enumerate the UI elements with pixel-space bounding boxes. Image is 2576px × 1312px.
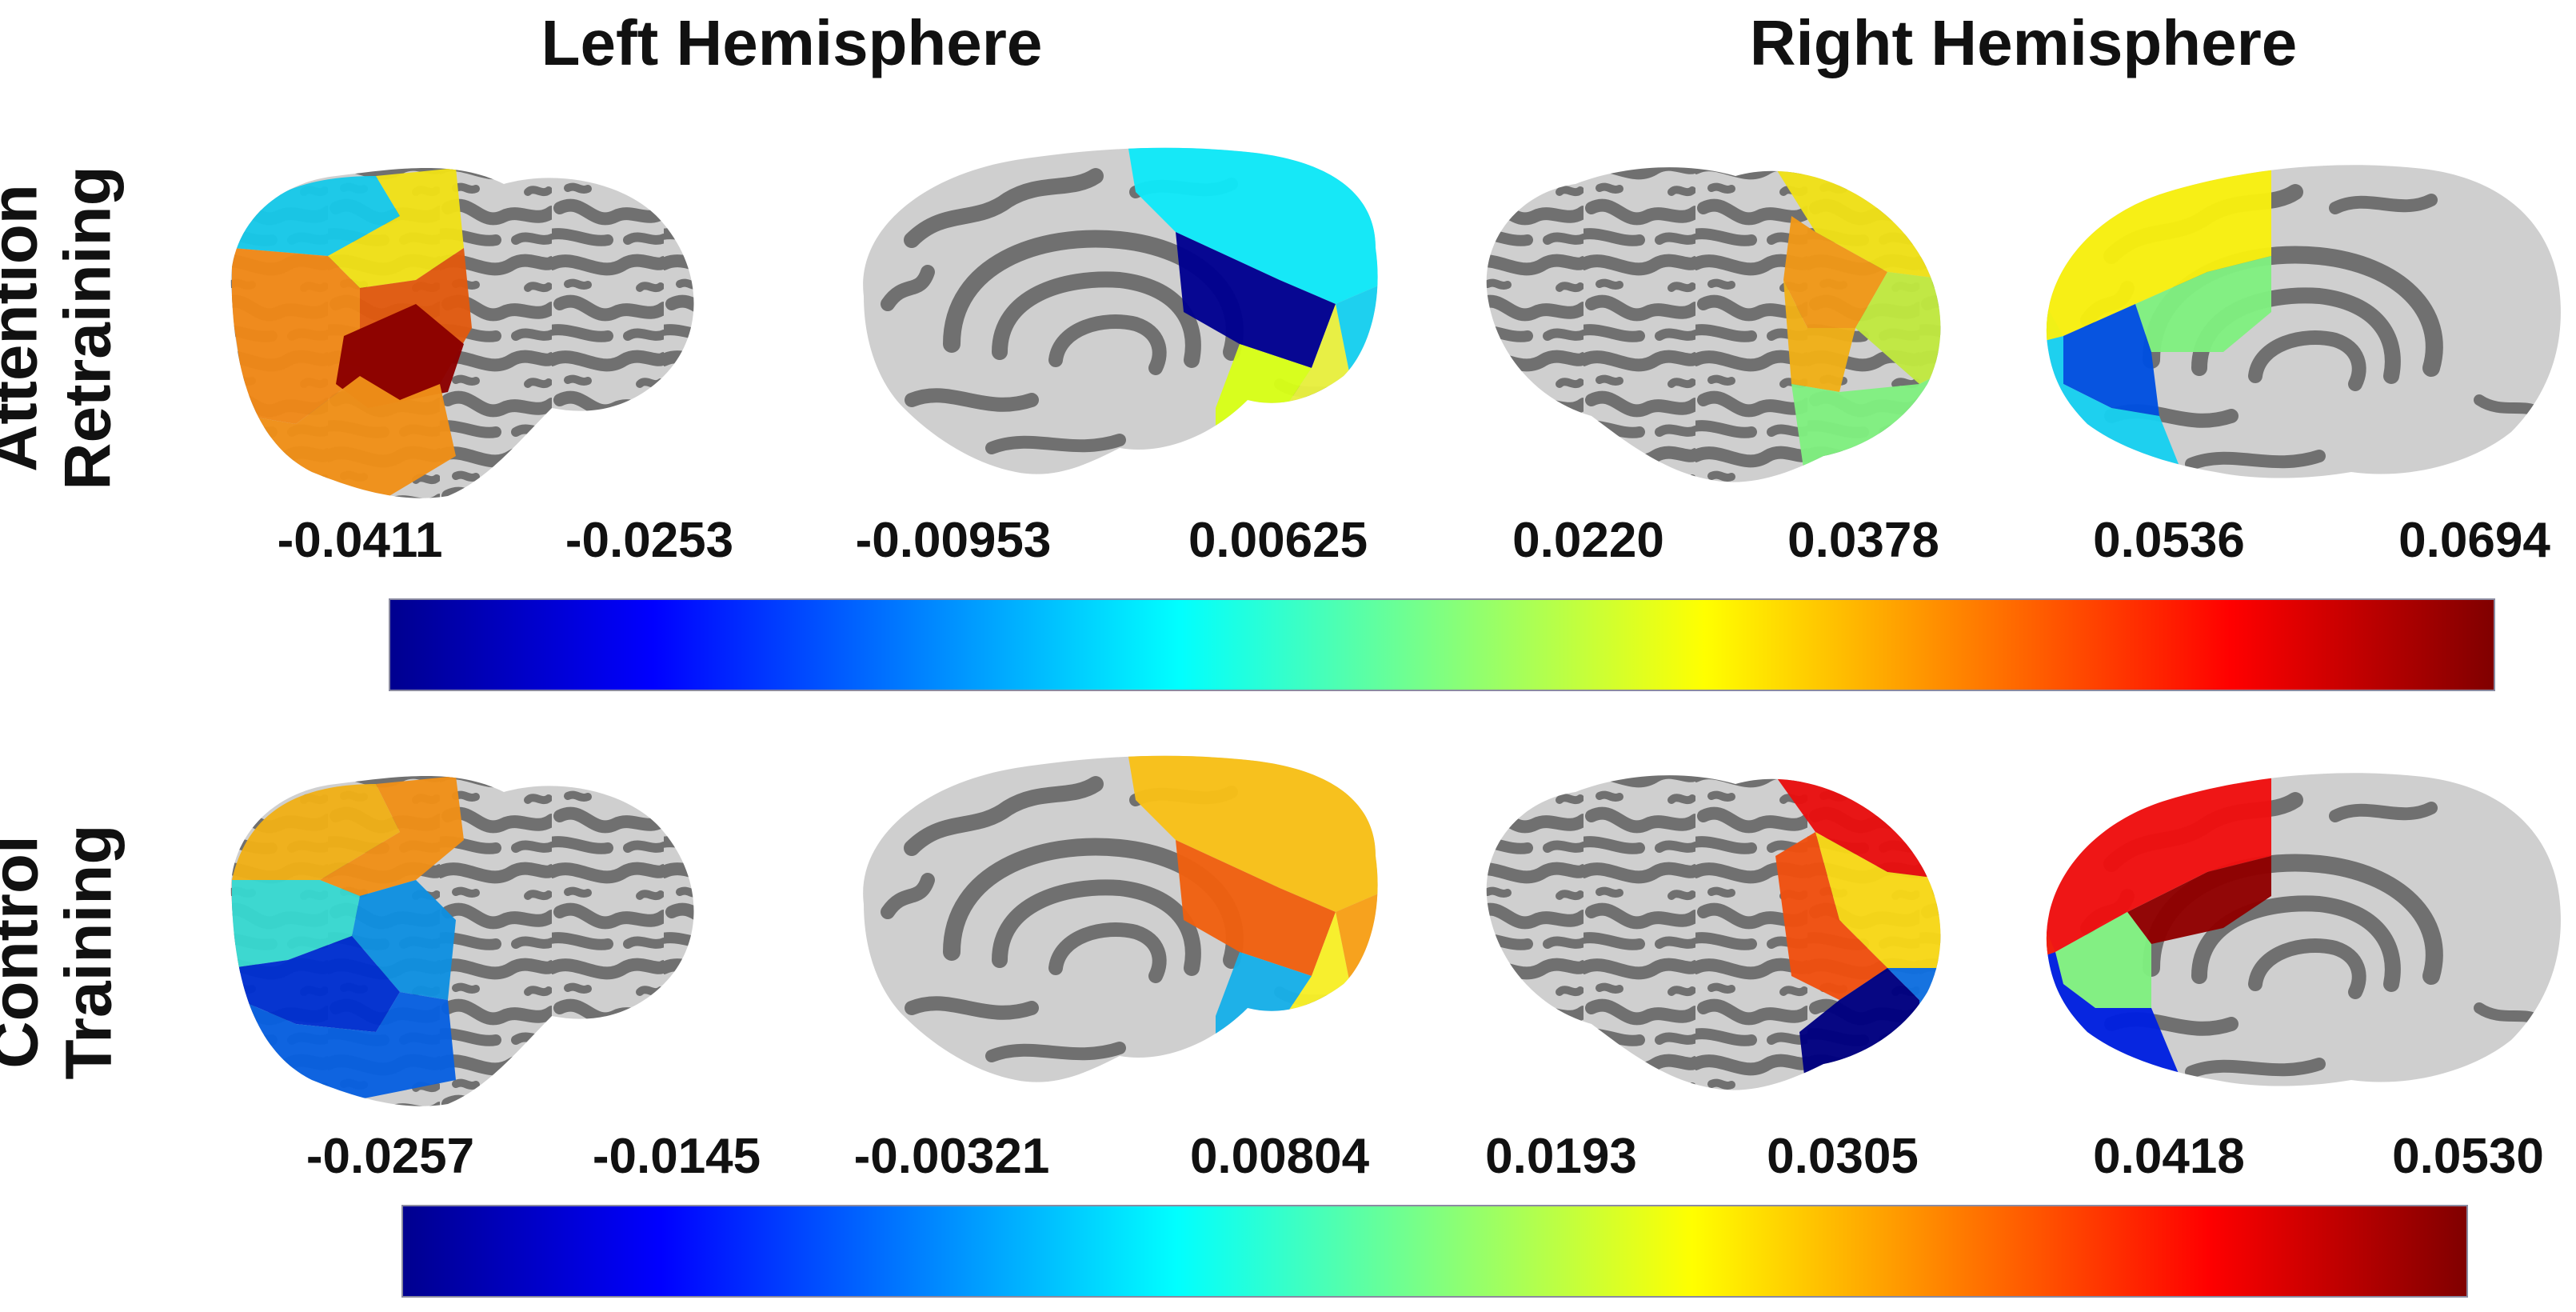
region-ll-c [232, 880, 360, 968]
region-lm-e [1216, 344, 1378, 474]
region-ll-c [232, 248, 360, 424]
tick-label: -0.0253 [565, 513, 734, 568]
region-rm-c [2055, 912, 2151, 1008]
region-rm-b [2135, 256, 2271, 352]
region-ll-e [232, 936, 400, 1032]
region-rl-a [1775, 776, 1941, 880]
region-rm-c [2063, 304, 2159, 416]
region-rl-b [1815, 832, 1941, 968]
tick-label: 0.0220 [1512, 513, 1664, 568]
region-ll-a [232, 784, 400, 880]
brain-left-medial-attention [863, 147, 1378, 474]
brain-left-lateral-attention [230, 168, 694, 498]
region-lm-a [1128, 755, 1378, 912]
region-rm-e [2046, 896, 2055, 960]
region-rl-b [1783, 216, 1887, 328]
brain-left-lateral-control [230, 776, 694, 1106]
tick-label: -0.0145 [592, 1129, 761, 1184]
region-rl-d [1783, 280, 1855, 392]
right-hemisphere-header: Right Hemisphere [1749, 7, 2298, 78]
brain-right-medial-attention [2046, 165, 2561, 478]
tick-label: 0.0530 [2392, 1129, 2544, 1184]
tick-label: 0.0694 [2398, 513, 2550, 568]
tick-label: -0.0257 [306, 1129, 475, 1184]
tick-label: 0.0305 [1767, 1129, 1919, 1184]
tick-label: -0.0411 [277, 513, 443, 568]
tick-label: -0.00321 [853, 1129, 1050, 1184]
region-rm-b [2127, 856, 2271, 944]
brain-left-medial-control [863, 755, 1378, 1082]
brain-right-lateral-attention [1486, 167, 1941, 482]
region-lm-e [1216, 952, 1378, 1082]
tick-label: 0.00804 [1189, 1129, 1370, 1184]
row-label-control-training: Control Training [0, 824, 126, 1080]
tick-label: 0.00625 [1188, 513, 1368, 568]
tick-label: 0.0193 [1485, 1129, 1637, 1184]
region-ll-d [352, 880, 456, 1000]
left-hemisphere-header: Left Hemisphere [541, 7, 1043, 78]
region-ll-a [232, 176, 400, 256]
brain-right-lateral-control [1486, 775, 1941, 1090]
tick-label: 0.0378 [1787, 513, 1939, 568]
tick-label: 0.0536 [2093, 513, 2245, 568]
region-lm-b [1176, 232, 1336, 368]
colorbar-attention [389, 598, 2495, 691]
colorbar-ticks-attention: -0.0411 -0.0253 -0.00953 0.00625 0.0220 … [0, 512, 2576, 584]
colorbar-ticks-control: -0.0257 -0.0145 -0.00321 0.00804 0.0193 … [0, 1128, 2576, 1200]
tick-label: -0.00953 [855, 513, 1052, 568]
region-lm-b [1176, 840, 1336, 976]
region-rl-a [1775, 168, 1941, 280]
row-label-attention-retraining: Attention Retraining [0, 166, 126, 490]
region-rl-c [1775, 832, 1887, 1000]
colorbar-control [401, 1205, 2468, 1298]
region-ll-b [328, 168, 464, 288]
region-ll-b [320, 776, 464, 896]
brain-right-medial-control [2046, 773, 2561, 1086]
region-lm-a [1128, 147, 1378, 304]
tick-label: 0.0418 [2093, 1129, 2245, 1184]
